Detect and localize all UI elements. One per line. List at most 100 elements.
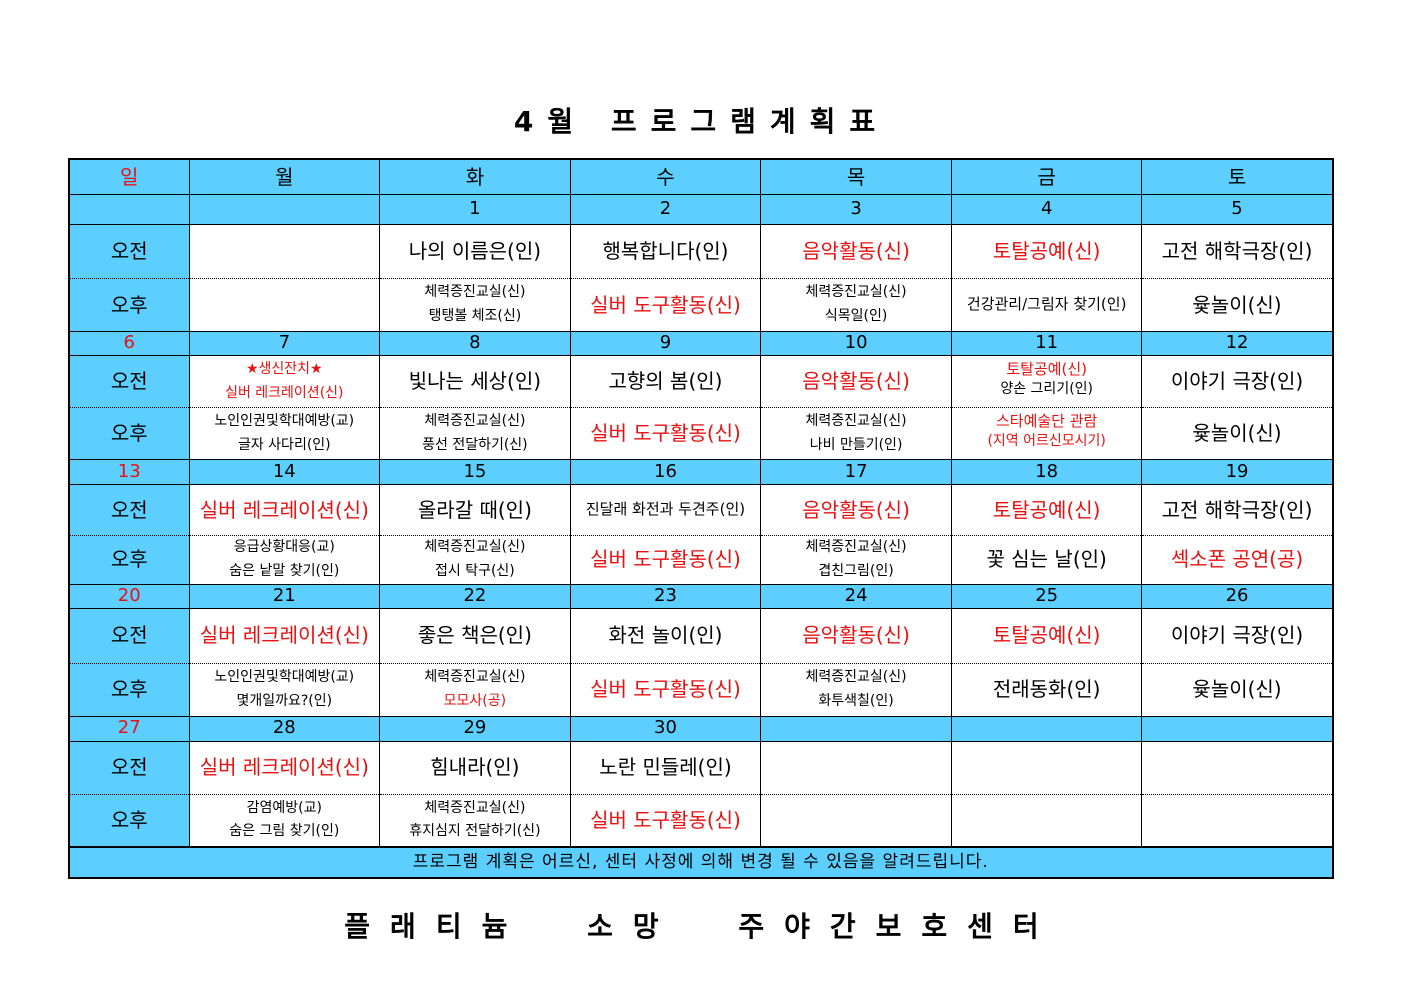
program-cell: 음악활동(신) (760, 484, 952, 536)
program-cell: 윷놀이(신) (1141, 407, 1334, 460)
program-item: 나비 만들기(인) (809, 436, 903, 453)
weekday-header: 일 (68, 159, 190, 195)
date-cell: 4 (950, 194, 1143, 225)
program-item: 실버 도구활동(신) (590, 547, 741, 572)
program-item: 고향의 봄(인) (608, 369, 723, 393)
date-cell: 30 (569, 715, 762, 742)
program-cell: 윷놀이(신) (1141, 663, 1334, 717)
program-cell: 전래동화(인) (950, 663, 1143, 717)
footer-note: 프로그램 계획은 어르신, 센터 사정에 의해 변경 될 수 있음을 알려드립니… (68, 846, 1334, 879)
date-row: 27 28 29 30 (68, 715, 1334, 742)
program-cell: 섹소폰 공연(공) (1141, 535, 1334, 585)
program-item: 음악활동(신) (802, 497, 910, 522)
date-cell: 21 (188, 583, 381, 609)
program-cell: 체력증진교실(신) 모모사(공) (379, 663, 571, 717)
date-cell: 23 (569, 583, 762, 609)
program-item: 힘내라(인) (430, 755, 520, 780)
date-cell (68, 194, 190, 225)
slot-label: 오전 (68, 355, 190, 408)
date-row: 13 14 15 16 17 18 19 (68, 459, 1334, 485)
program-cell: 화전 놀이(인) (569, 608, 762, 664)
program-item: 휴지심지 전달하기(신) (409, 823, 541, 840)
program-item: 숨은 낱말 찾기(인) (229, 562, 340, 579)
slot-label: 오후 (68, 794, 190, 848)
program-item: 실버 도구활동(신) (590, 292, 741, 317)
program-item: 실버 도구활동(신) (590, 677, 741, 702)
program-cell: 행복합니다(인) (569, 224, 762, 279)
program-item: 체력증진교실(신) (805, 412, 907, 429)
program-cell (1141, 794, 1334, 848)
pm-row: 오후 노인인권및학대예방(교) 글자 사다리(인) 체력증진교실(신) 풍선 전달하기(… (68, 407, 1334, 460)
program-item: 모모사(공) (443, 692, 507, 709)
date-cell: 26 (1141, 583, 1334, 609)
program-cell: 이야기 극장(인) (1141, 608, 1334, 664)
program-item: 체력증진교실(신) (805, 539, 907, 555)
date-cell: 9 (569, 331, 762, 356)
weekday-header: 수 (569, 159, 762, 195)
program-item: 체력증진교실(신) (424, 284, 526, 301)
date-cell (950, 715, 1143, 742)
program-item: 응급상황대응(교) (233, 539, 335, 555)
slot-label: 오후 (68, 278, 190, 332)
program-cell: 꽃 심는 날(인) (950, 535, 1143, 585)
program-item: 나의 이름은(인) (408, 239, 542, 263)
program-item: 겹친그림(인) (818, 562, 894, 579)
date-cell: 27 (68, 715, 190, 742)
program-item: 섹소폰 공연(공) (1170, 547, 1304, 572)
date-cell: 24 (760, 583, 952, 609)
program-cell: 실버 레크레이션(신) (188, 484, 381, 536)
program-cell: 토탈공예(신) (950, 224, 1143, 279)
program-item: 체력증진교실(신) (805, 284, 907, 301)
program-cell: 실버 도구활동(신) (569, 535, 762, 585)
date-cell: 29 (379, 715, 571, 742)
program-cell: 음악활동(신) (760, 355, 952, 408)
program-item: 행복합니다(인) (602, 239, 729, 263)
program-cell: 실버 레크레이션(신) (188, 741, 381, 795)
program-item: 꽃 심는 날(인) (986, 547, 1107, 572)
program-item: 실버 레크레이션(신) (199, 623, 369, 648)
program-item: 화전 놀이(인) (608, 623, 723, 648)
pm-row: 오후 노인인권및학대예방(교) 몇개일까요?(인) 체력증진교실(신) 모모사(공) 실버… (68, 663, 1334, 717)
program-cell: 음악활동(신) (760, 224, 952, 279)
am-row: 오전 ★생신잔치★ 실버 레크레이션(신) 빛나는 세상(인) 고향의 봄(인) 음악활동… (68, 355, 1334, 408)
program-cell: 체력증진교실(신) 나비 만들기(인) (760, 407, 952, 460)
slot-label: 오전 (68, 224, 190, 279)
slot-label: 오후 (68, 663, 190, 717)
am-row: 오전 실버 레크레이션(신) 힘내라(인) 노란 민들레(인) (68, 741, 1334, 795)
program-item: 노란 민들레(인) (599, 755, 732, 780)
am-row: 오전 실버 레크레이션(신) 올라갈 때(인) 진달래 화전과 두견주(인) 음악활동(… (68, 484, 1334, 536)
page-title: 4월 프로그램계획표 (513, 105, 890, 138)
pm-row: 오후 체력증진교실(신) 탱탱볼 체조(신) 실버 도구활동(신) 체력증진교실(신) 식… (68, 278, 1334, 332)
program-item: 윷놀이(신) (1192, 421, 1282, 445)
program-cell: 응급상황대응(교) 숨은 낱말 찾기(인) (188, 535, 381, 585)
program-item: 토탈공예(신) (1006, 359, 1088, 378)
date-cell (188, 194, 381, 225)
weekday-header: 금 (950, 159, 1143, 195)
weekday-header: 월 (188, 159, 381, 195)
program-cell: 음악활동(신) (760, 608, 952, 664)
program-item: 토탈공예(신) (992, 497, 1101, 522)
program-item: 진달래 화전과 두견주(인) (585, 500, 746, 519)
program-cell: 체력증진교실(신) 화투색칠(인) (760, 663, 952, 717)
program-item: 양손 그리기(인) (1000, 381, 1093, 398)
program-cell (950, 741, 1143, 795)
program-item: 토탈공예(신) (992, 623, 1101, 648)
date-cell (760, 715, 952, 742)
slot-label: 오전 (68, 741, 190, 795)
program-cell: 이야기 극장(인) (1141, 355, 1334, 408)
organization-name: 플래티늄 소망 주야간보호센터 (344, 910, 1059, 943)
program-cell: 체력증진교실(신) 식목일(인) (760, 278, 952, 332)
program-item: 노인인권및학대예방(교) (214, 668, 355, 685)
program-item: 노인인권및학대예방(교) (214, 412, 355, 429)
date-cell: 2 (569, 194, 762, 225)
program-cell: 체력증진교실(신) 겹친그림(인) (760, 535, 952, 585)
weekday-header: 토 (1141, 159, 1334, 195)
date-cell: 3 (760, 194, 952, 225)
program-item: 빛나는 세상(인) (408, 369, 542, 393)
program-item: 체력증진교실(신) (424, 412, 526, 429)
program-item: 실버 레크레이션(신) (199, 755, 369, 780)
program-cell (188, 278, 381, 332)
program-item: ★생신잔치★ (245, 360, 323, 377)
program-item: 식목일(인) (824, 308, 888, 324)
